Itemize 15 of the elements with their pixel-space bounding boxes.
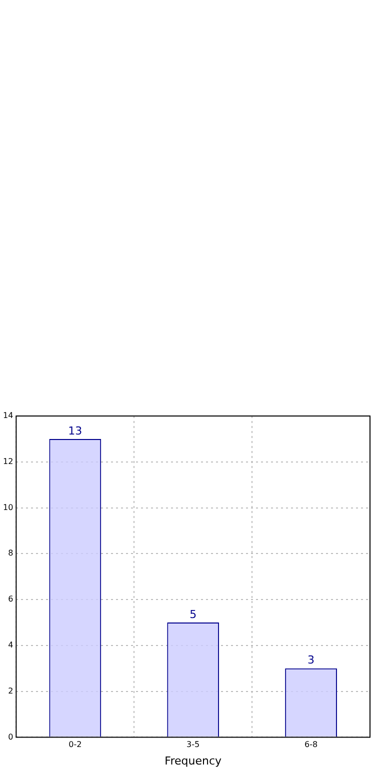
y-tick-label: 6 bbox=[8, 594, 14, 604]
x-tick-label: 0-2 bbox=[68, 740, 82, 750]
y-tick-label: 0 bbox=[8, 732, 14, 742]
data-label: 3 bbox=[308, 654, 315, 667]
y-tick-label: 14 bbox=[2, 411, 14, 420]
data-label: 13 bbox=[68, 424, 82, 438]
y-tick-label: 12 bbox=[2, 456, 14, 466]
y-tick-label: 2 bbox=[8, 686, 14, 696]
y-tick-label: 10 bbox=[2, 502, 14, 512]
y-tick-label: 4 bbox=[8, 640, 14, 650]
x-tick-label: 6-8 bbox=[304, 740, 318, 750]
y-tick-label: 8 bbox=[8, 548, 14, 558]
x-tick-label: 3-5 bbox=[186, 740, 200, 750]
x-axis-title: Frequency bbox=[164, 754, 222, 768]
data-label: 5 bbox=[190, 608, 197, 621]
